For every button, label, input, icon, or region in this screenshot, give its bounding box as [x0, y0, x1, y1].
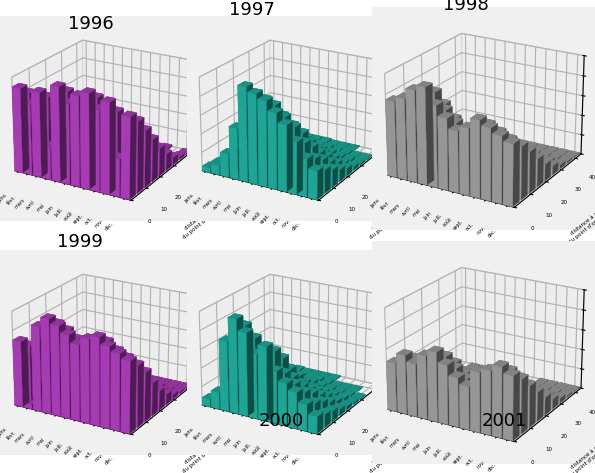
Text: 1997: 1997 — [229, 1, 275, 19]
Y-axis label: distance à partir
du point d'origine (m): distance à partir du point d'origine (m) — [563, 198, 595, 245]
Y-axis label: distance à partir
du point d'origine (m): distance à partir du point d'origine (m) — [365, 193, 419, 240]
Text: 2001: 2001 — [482, 412, 527, 430]
Text: 2000: 2000 — [259, 412, 304, 430]
Y-axis label: distance à partir
du point d'origine (m): distance à partir du point d'origine (m) — [563, 432, 595, 473]
Y-axis label: distance à partir
du point d'origine (m): distance à partir du point d'origine (m) — [178, 193, 231, 240]
Text: 1998: 1998 — [443, 0, 489, 14]
Y-axis label: distance à partir
du point d'origine (m): distance à partir du point d'origine (m) — [178, 428, 231, 473]
Text: 1996: 1996 — [68, 15, 114, 33]
Y-axis label: distance à partir
du point d'origine (m): distance à partir du point d'origine (m) — [365, 428, 419, 473]
Text: 1999: 1999 — [57, 233, 102, 251]
